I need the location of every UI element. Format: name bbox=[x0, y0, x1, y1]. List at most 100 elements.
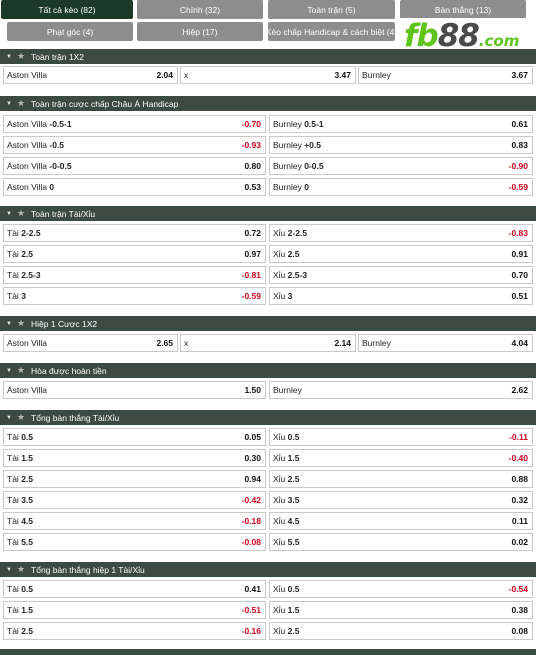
odds-value: -0.90 bbox=[508, 161, 528, 171]
odds-cell[interactable]: Tài 2.5-3 -0.81 bbox=[3, 266, 266, 284]
section-header[interactable]: ▼ ★ Toàn trận 1X2 bbox=[0, 49, 536, 64]
odds-cell[interactable]: Tài 2.5 0.94 bbox=[3, 470, 266, 488]
caret-down-icon[interactable]: ▼ bbox=[6, 100, 12, 107]
selection-label: Burnley bbox=[362, 338, 391, 348]
odds-cell[interactable]: Xỉu 4.5 0.11 bbox=[269, 512, 533, 530]
odds-cell[interactable]: Xỉu 1.5 0.38 bbox=[269, 601, 533, 619]
odds-cell[interactable]: Xỉu 0.5 -0.54 bbox=[269, 580, 533, 598]
odds-cell[interactable]: Tài 5.5 -0.08 bbox=[3, 533, 266, 551]
odds-cell[interactable]: Tài 3.5 -0.42 bbox=[3, 491, 266, 509]
tab-half[interactable]: Hiệp (17) bbox=[137, 22, 263, 41]
section-header[interactable]: ▼ ★ Toàn trận cược chấp Châu Á Handicap bbox=[0, 96, 536, 111]
selection-name: Xỉu bbox=[273, 605, 286, 615]
odds-cell[interactable]: Xỉu 2.5-3 0.70 bbox=[269, 266, 533, 284]
odds-cell[interactable]: Tài 1.5 -0.51 bbox=[3, 601, 266, 619]
selection-name: Xỉu bbox=[273, 228, 286, 238]
caret-down-icon[interactable]: ▼ bbox=[6, 320, 12, 327]
section-header[interactable]: ▼ ★ Hiệp 1 Cược 1X2 bbox=[0, 316, 536, 331]
selection-name: Aston Villa bbox=[7, 140, 48, 150]
odds-cell[interactable]: Burnley 4.04 bbox=[358, 334, 533, 352]
odds-value: 0.30 bbox=[244, 453, 261, 463]
odds-value: -0.81 bbox=[241, 270, 261, 280]
odds-cell[interactable]: Aston Villa 1.50 bbox=[3, 381, 266, 399]
odds-value: -0.40 bbox=[508, 453, 528, 463]
odds-value: 0.80 bbox=[244, 161, 261, 171]
odds-cell[interactable]: Xỉu 1.5 -0.40 bbox=[269, 449, 533, 467]
section-header[interactable]: ▼ ★ Hòa được hoàn tiền bbox=[0, 363, 536, 378]
caret-down-icon[interactable]: ▼ bbox=[6, 210, 12, 217]
selection-name: Burnley bbox=[362, 70, 391, 80]
section-header[interactable]: ▼ ★ Toàn trận Tài/Xỉu bbox=[0, 206, 536, 221]
odds-cell[interactable]: Burnley 0 -0.59 bbox=[269, 178, 533, 196]
tab-all-markets[interactable]: Tất cả kèo (82) bbox=[1, 0, 133, 19]
odds-cell[interactable]: Burnley 2.62 bbox=[269, 381, 533, 399]
selection-label: Aston Villa bbox=[7, 385, 47, 395]
tab-main[interactable]: Chính (32) bbox=[137, 0, 263, 19]
odds-cell[interactable]: Xỉu 2.5 0.91 bbox=[269, 245, 533, 263]
odds-cell[interactable]: Burnley +0.5 0.83 bbox=[269, 136, 533, 154]
odds-cell[interactable]: Tài 4.5 -0.18 bbox=[3, 512, 266, 530]
section-header[interactable]: ▼ ★ Tổng bàn thắng Tài/Xỉu bbox=[0, 410, 536, 425]
selection-label: Tài 2.5 bbox=[7, 249, 33, 259]
odds-cell[interactable]: Aston Villa 0 0.53 bbox=[3, 178, 266, 196]
odds-cell[interactable]: Aston Villa -0.5 -0.93 bbox=[3, 136, 266, 154]
odds-cell[interactable]: x 2.14 bbox=[180, 334, 356, 352]
caret-down-icon[interactable]: ▼ bbox=[6, 367, 12, 374]
star-icon[interactable]: ★ bbox=[16, 51, 26, 61]
odds-value: 0.32 bbox=[511, 495, 528, 505]
odds-cell[interactable]: Aston Villa -0.5-1 -0.70 bbox=[3, 115, 266, 133]
odds-cell[interactable]: Tài 0.5 0.05 bbox=[3, 428, 266, 446]
odds-cell[interactable]: Xỉu 2.5 0.88 bbox=[269, 470, 533, 488]
odds-cell[interactable]: Tài 1.5 0.30 bbox=[3, 449, 266, 467]
star-icon[interactable]: ★ bbox=[16, 318, 26, 328]
odds-value: 0.11 bbox=[511, 516, 528, 526]
odds-cell[interactable]: Burnley 0.5-1 0.61 bbox=[269, 115, 533, 133]
odds-cell[interactable]: Tài 3 -0.59 bbox=[3, 287, 266, 305]
odds-cell[interactable]: Burnley 3.67 bbox=[358, 66, 533, 84]
odds-value: 0.51 bbox=[511, 291, 528, 301]
selection-name: Tài bbox=[7, 584, 19, 594]
tab-corners[interactable]: Phạt góc (4) bbox=[7, 22, 133, 41]
star-icon[interactable]: ★ bbox=[16, 564, 26, 574]
odds-value: 0.41 bbox=[244, 584, 261, 594]
odds-value: -0.18 bbox=[241, 516, 261, 526]
tab-goals[interactable]: Bàn thắng (13) bbox=[400, 0, 526, 19]
odds-cell[interactable]: Xỉu 2-2.5 -0.83 bbox=[269, 224, 533, 242]
odds-cell[interactable]: Xỉu 2.5 0.08 bbox=[269, 622, 533, 640]
odds-cell[interactable]: Tài 2.5 -0.16 bbox=[3, 622, 266, 640]
star-icon[interactable]: ★ bbox=[16, 365, 26, 375]
handicap-line: 3.5 bbox=[21, 495, 34, 505]
odds-cell[interactable]: Aston Villa 2.04 bbox=[3, 66, 178, 84]
odds-cell[interactable]: Tài 2-2.5 0.72 bbox=[3, 224, 266, 242]
odds-value: 2.14 bbox=[334, 338, 351, 348]
star-icon[interactable]: ★ bbox=[16, 98, 26, 108]
tab-full-time[interactable]: Toàn trận (5) bbox=[268, 0, 395, 19]
odds-cell[interactable]: Aston Villa -0-0.5 0.80 bbox=[3, 157, 266, 175]
section-header[interactable]: ▼ ★ Tổng bàn thắng hiệp 1 Tài/Xỉu bbox=[0, 562, 536, 577]
caret-down-icon[interactable]: ▼ bbox=[6, 414, 12, 421]
star-icon[interactable]: ★ bbox=[16, 412, 26, 422]
odds-cell[interactable]: Tài 2.5 0.97 bbox=[3, 245, 266, 263]
odds-cell[interactable]: Tài 0.5 0.41 bbox=[3, 580, 266, 598]
selection-name: x bbox=[184, 70, 189, 80]
selection-name: Xỉu bbox=[273, 270, 286, 280]
odds-cell[interactable]: Burnley 0-0.5 -0.90 bbox=[269, 157, 533, 175]
market-tabs: Tất cả kèo (82) Chính (32) Toàn trận (5)… bbox=[0, 0, 536, 44]
odds-cell[interactable]: Xỉu 0.5 -0.11 bbox=[269, 428, 533, 446]
next-section-header[interactable] bbox=[0, 649, 536, 655]
star-icon[interactable]: ★ bbox=[16, 208, 26, 218]
selection-label: x bbox=[184, 70, 188, 80]
selection-name: Xỉu bbox=[273, 537, 286, 547]
odds-cell[interactable]: Xỉu 3.5 0.32 bbox=[269, 491, 533, 509]
handicap-line: 2-2.5 bbox=[21, 228, 41, 238]
caret-down-icon[interactable]: ▼ bbox=[6, 566, 12, 573]
odds-cell[interactable]: x 3.47 bbox=[180, 66, 356, 84]
caret-down-icon[interactable]: ▼ bbox=[6, 53, 12, 60]
odds-cell[interactable]: Xỉu 3 0.51 bbox=[269, 287, 533, 305]
selection-name: Xỉu bbox=[273, 626, 286, 636]
selection-name: Xỉu bbox=[273, 291, 286, 301]
odds-cell[interactable]: Xỉu 5.5 0.02 bbox=[269, 533, 533, 551]
tab-handicap[interactable]: Kèo chấp Handicap & cách biệt (4) bbox=[268, 22, 395, 41]
odds-cell[interactable]: Aston Villa 2.65 bbox=[3, 334, 178, 352]
selection-name: Tài bbox=[7, 495, 19, 505]
